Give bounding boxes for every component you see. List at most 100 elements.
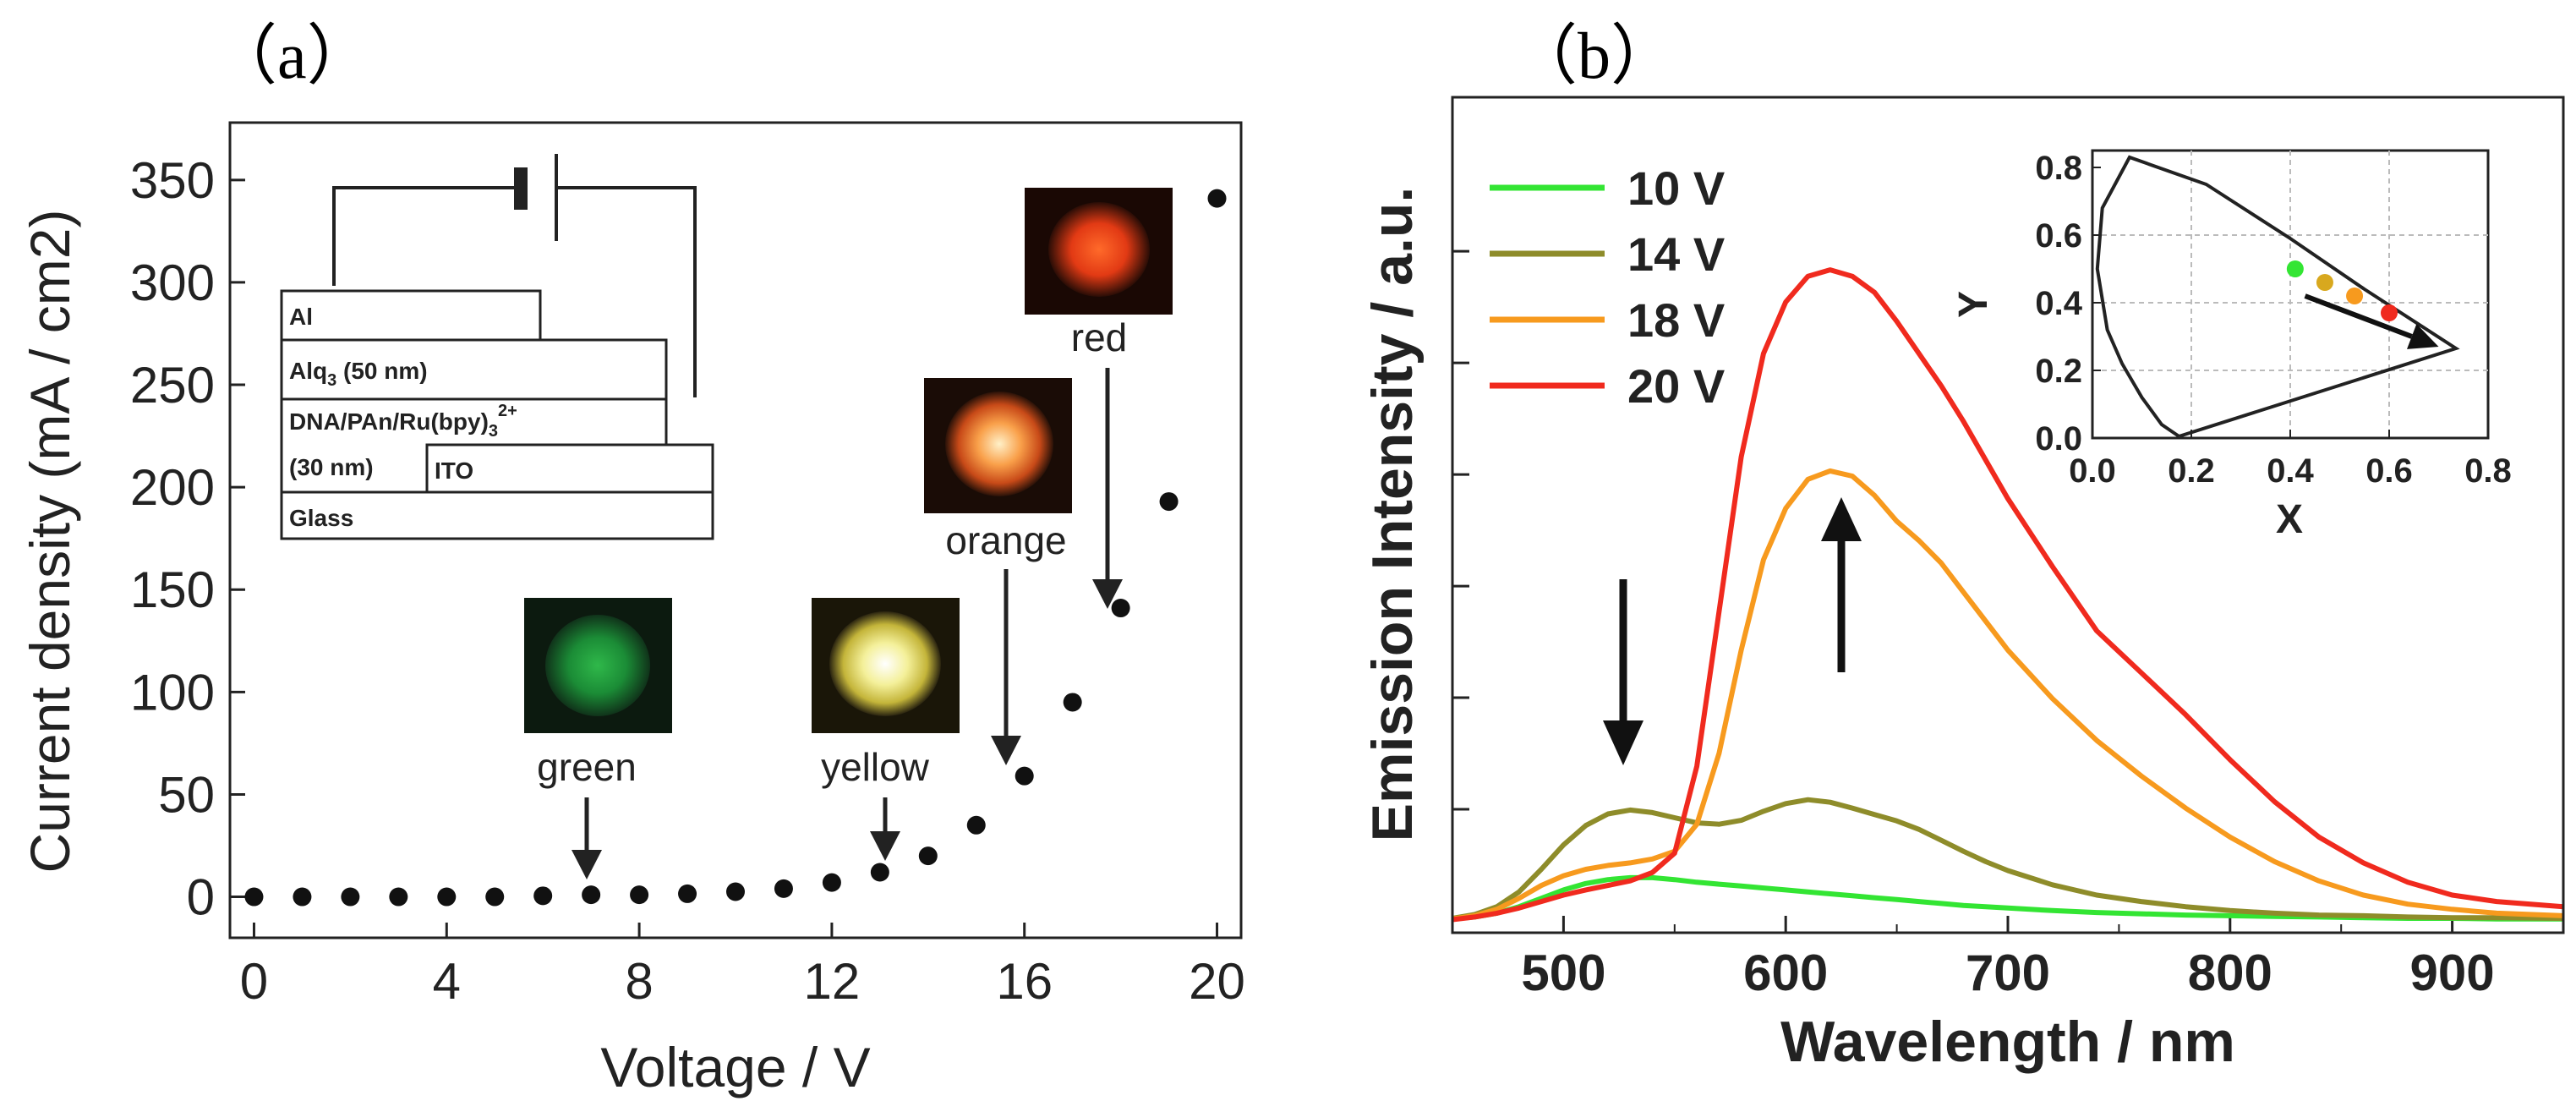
panel-a-ytick-label-200: 200 [130,459,215,516]
inset-ytick-label: 0.4 [2035,285,2082,322]
panel-a-label: （a） [211,19,373,92]
panel-a-point-7v [582,885,601,905]
panel-a-point-20v [1207,189,1227,208]
panel-a-point-15v [966,815,986,835]
panel-a-point-18v [1111,599,1130,618]
arrow-yellow-head [870,831,900,861]
panel-b-xtick-label-600: 600 [1743,945,1828,1001]
inset-xtick-label: 0.4 [2267,452,2314,490]
layer-glass [280,490,714,540]
panel-a-point-14v [918,846,938,866]
layer-dna-thickness: (30 nm) [289,454,374,480]
panel-b-xtick-label-900: 900 [2410,945,2495,1001]
photo-red: red [1025,188,1173,359]
inset-point-1 [2316,274,2333,291]
panel-a-point-5v [485,887,505,907]
panel-a-ytick-label-50: 50 [158,766,215,823]
arrow-down-head [1603,720,1643,765]
inset-point-0 [2286,260,2304,277]
panel-a-point-2v [341,887,360,907]
circuit-wire-left [332,186,517,286]
layer-alq3 [280,338,668,401]
panel-a-point-17v [1063,693,1082,712]
series-line-20v [1452,267,2564,923]
photo-red-glow [1048,202,1150,297]
panel-a-data-points [244,189,1227,907]
inset-grid [2092,151,2488,438]
layer-glass-label: Glass [289,505,353,531]
layer-al [280,289,542,342]
panel-b-plot-frame [1451,96,2565,934]
panel-b-xlabel: Wavelength / nm [1780,1010,2235,1074]
inset-cie-locus [2095,155,2460,438]
inset-xtick-label: 0.2 [2168,452,2215,490]
inset-ytick-label: 0.0 [2035,420,2082,457]
panel-a-point-13v [870,863,889,882]
panel-a-ytick-label-350: 350 [130,152,215,209]
photo-orange-glow [945,392,1053,496]
inset-ytick-label: 0.2 [2035,353,2082,390]
panel-a-ytick-label-250: 250 [130,357,215,414]
inset-ytick-label: 0.8 [2035,150,2082,187]
inset-ytick-label: 0.6 [2035,217,2082,255]
inset-xtick-label: 0.0 [2069,452,2116,490]
panel-b-xtick-label-800: 800 [2188,945,2272,1001]
panel-a-xtick-label-0: 0 [240,953,268,1010]
panel-a-point-6v [533,886,553,906]
layer-ito-label: ITO [435,457,473,484]
photo-yellow: yellow [812,598,960,789]
arrow-red-head [1092,579,1123,609]
panel-a-point-3v [389,887,408,907]
panel-a-point-11v [774,879,793,898]
panel-a-point-0v [244,887,264,907]
panel-a-point-16v [1015,766,1034,786]
panel-a-ytick-label-100: 100 [130,664,215,720]
panel-a-point-8v [630,885,649,905]
panel-a-point-12v [822,873,841,892]
photo-yellow-glow [829,611,941,716]
layer-alq3-label: Alq3 (50 nm) [289,358,428,390]
panel-a-xtick-label-16: 16 [996,953,1053,1010]
panel-a-point-10v [726,882,745,901]
battery-negative-plate [514,167,528,210]
panel-a-plot-frame [228,121,1243,939]
legend-label-14v: 14 V [1627,227,1725,281]
panel-a-ytick-label-300: 300 [130,255,215,311]
inset-xtick-label: 0.6 [2365,452,2413,490]
inset-shift-arrow [2304,293,2439,349]
panel-a-point-9v [678,884,697,903]
panel-a-ytick-label-150: 150 [130,561,215,618]
panel-b-xtick-label-700: 700 [1966,945,2050,1001]
photo-orange-label: orange [945,518,1066,562]
arrow-up-head [1821,497,1862,541]
panel-b-axes: 500 600 700 800 900 [1452,249,2495,1001]
panel-a-point-1v [293,887,312,907]
inset-xtick-label: 0.8 [2464,452,2512,490]
panel-a-xtick-label-4: 4 [433,953,461,1010]
panel-a-xtick-label-8: 8 [625,953,653,1010]
photo-orange: orange [924,378,1072,562]
panel-a-xtick-label-20: 20 [1189,953,1245,1010]
panel-b-legend: 10 V 14 V 18 V 20 V [1490,162,1725,413]
circuit-wire-right [556,186,697,397]
inset-points [2286,260,2398,321]
cie-inset: 0.0 0.2 0.4 0.6 0.8 0.0 0.2 0.4 0.6 0.8 Y X [1951,149,2512,542]
panel-a-xlabel: Voltage / V [600,1036,870,1098]
inset-xlabel: X [2276,497,2303,542]
legend-label-10v: 10 V [1627,162,1725,215]
layer-al-label: Al [289,304,313,330]
panel-a-ylabel: Current density (mA / cm2) [19,210,81,874]
photo-arrows [572,368,1123,879]
panel-a-point-19v [1159,492,1179,512]
series-line-10v [1452,874,2563,922]
arrow-orange-head [991,736,1021,765]
inset-point-3 [2381,304,2398,321]
legend-label-18v: 18 V [1627,293,1725,347]
panel-a-xtick-label-12: 12 [804,953,861,1010]
panel-b-trend-arrows [1603,497,1862,765]
inset-arrow-head [2407,324,2439,349]
panel-a-ytick-label-0: 0 [187,869,215,926]
